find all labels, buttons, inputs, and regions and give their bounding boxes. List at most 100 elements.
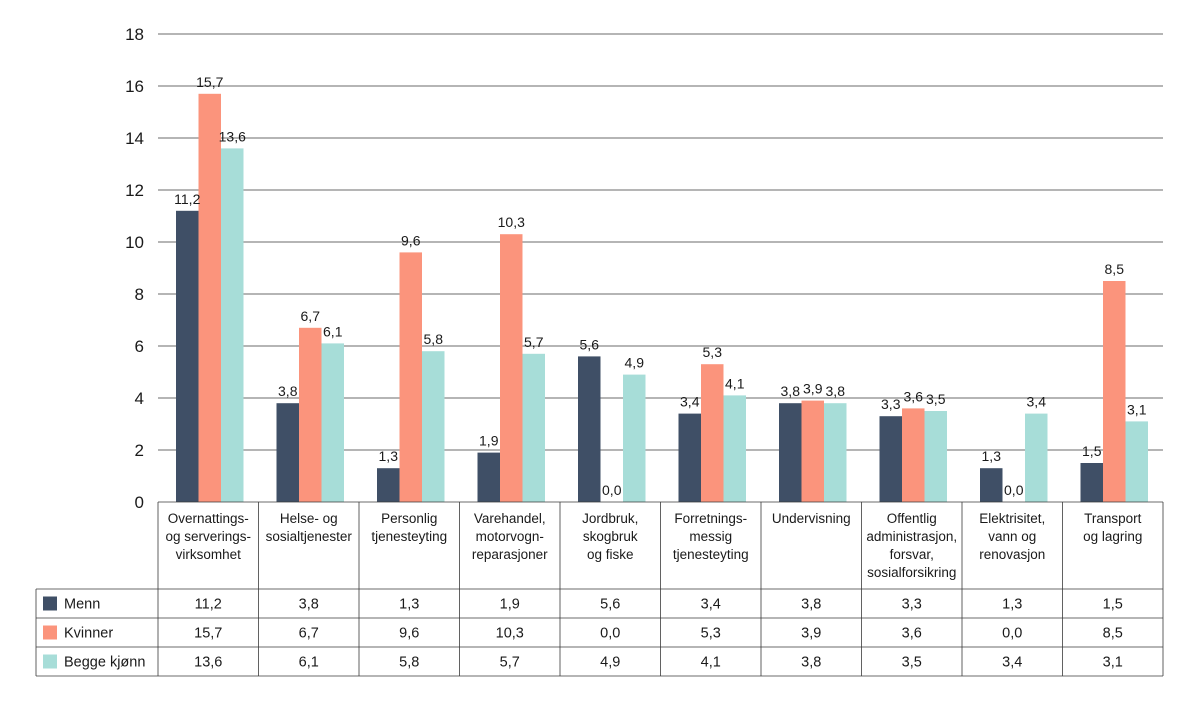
y-tick-label: 14 xyxy=(125,129,144,148)
data-label-kvinner: 10,3 xyxy=(498,214,525,230)
table-cell-menn: 3,4 xyxy=(701,597,721,613)
data-label-menn: 3,4 xyxy=(680,394,700,410)
data-label-kvinner: 0,0 xyxy=(602,482,622,498)
bar-begge-kj-nn xyxy=(824,403,847,502)
table-cell-begge-kj-nn: 5,8 xyxy=(399,655,419,671)
legend-label-menn: Menn xyxy=(64,597,100,613)
y-tick-label: 12 xyxy=(125,181,144,200)
legend-swatch-kvinner xyxy=(43,625,57,640)
table-cell-kvinner: 0,0 xyxy=(1002,626,1022,642)
legend-label-begge-kj-nn: Begge kjønn xyxy=(64,655,145,671)
data-label-kvinner: 8,5 xyxy=(1105,261,1125,277)
bar-kvinner xyxy=(399,252,422,502)
table-cell-kvinner: 15,7 xyxy=(194,626,222,642)
bar-kvinner xyxy=(801,400,824,502)
category-label-line: Helse- og xyxy=(280,511,338,526)
category-label-line: reparasjoner xyxy=(472,547,548,562)
bar-begge-kj-nn xyxy=(723,395,746,502)
data-label-begge-kj-nn: 4,9 xyxy=(625,355,645,371)
category-label-line: og lagring xyxy=(1083,529,1142,544)
table-cell-begge-kj-nn: 13,6 xyxy=(194,655,222,671)
bar-begge-kj-nn xyxy=(221,148,244,502)
table-cell-begge-kj-nn: 4,1 xyxy=(701,655,721,671)
bar-begge-kj-nn xyxy=(321,343,344,502)
data-label-kvinner: 0,0 xyxy=(1004,482,1024,498)
data-label-kvinner: 15,7 xyxy=(196,74,223,90)
table-cell-kvinner: 6,7 xyxy=(299,626,319,642)
bar-menn xyxy=(779,403,802,502)
data-label-kvinner: 9,6 xyxy=(401,232,421,248)
bar-kvinner xyxy=(198,93,221,503)
category-label: Offentlig administrasjon, forsvar, sosialfo… xyxy=(866,511,957,580)
y-tick-label: 2 xyxy=(135,441,144,460)
bar-begge-kj-nn xyxy=(1025,413,1048,502)
category-label: Forretnings-messig tjenesteyting xyxy=(673,511,749,562)
category-label: Jordbruk, skogbruk og fiske xyxy=(582,511,638,562)
category-label: Helse- og sosialtjenester xyxy=(266,511,353,544)
legend-label-kvinner: Kvinner xyxy=(64,626,113,642)
data-labels: 11,2 3,8 1,3 1,9 5,6 3,4 3,8 3,3 1,3 1,5 15,7 6,7 9,… xyxy=(174,74,1147,498)
bar-kvinner xyxy=(701,364,724,502)
category-label-line: Jordbruk, xyxy=(582,511,638,526)
bar-menn xyxy=(879,416,902,502)
bar-kvinner xyxy=(299,327,322,502)
category-label-line: forsvar, xyxy=(890,547,934,562)
table-cell-kvinner: 0,0 xyxy=(600,626,620,642)
bar-menn xyxy=(980,468,1003,502)
category-label-line: Forretnings- xyxy=(674,511,747,526)
category-label-line: Overnattings- xyxy=(168,511,249,526)
table-cell-begge-kj-nn: 3,8 xyxy=(801,655,821,671)
bars xyxy=(176,93,1148,503)
bar-kvinner xyxy=(500,234,523,502)
category-label-line: vann og xyxy=(988,529,1036,544)
y-axis-ticks: 0 2 4 6 8 10 12 14 16 18 xyxy=(125,25,144,512)
y-tick-label: 8 xyxy=(135,285,144,304)
bar-menn xyxy=(678,413,701,502)
table-cell-begge-kj-nn: 3,4 xyxy=(1002,655,1022,671)
category-label: Transport og lagring xyxy=(1083,511,1142,544)
data-label-begge-kj-nn: 6,1 xyxy=(323,323,343,339)
data-label-kvinner: 3,9 xyxy=(803,381,823,397)
data-label-begge-kj-nn: 3,8 xyxy=(826,383,846,399)
category-label: Undervisning xyxy=(772,511,851,526)
category-label: Overnattings-og serverings-virksomhet xyxy=(165,511,251,562)
bar-menn xyxy=(176,210,199,503)
data-label-menn: 3,3 xyxy=(881,396,901,412)
category-label-line: tjenesteyting xyxy=(673,547,749,562)
bar-menn xyxy=(578,356,601,502)
data-label-kvinner: 3,6 xyxy=(904,388,924,404)
y-tick-label: 18 xyxy=(125,25,144,44)
bar-begge-kj-nn xyxy=(924,411,947,502)
y-tick-label: 0 xyxy=(135,493,144,512)
data-label-begge-kj-nn: 3,4 xyxy=(1027,394,1047,410)
category-label-line: tjenesteyting xyxy=(371,529,447,544)
table-cell-begge-kj-nn: 5,7 xyxy=(500,655,520,671)
table-cell-begge-kj-nn: 4,9 xyxy=(600,655,620,671)
y-tick-label: 6 xyxy=(135,337,144,356)
table-cell-menn: 3,8 xyxy=(299,597,319,613)
data-label-menn: 1,3 xyxy=(379,448,399,464)
category-label-line: motorvogn- xyxy=(476,529,544,544)
table-cell-kvinner: 3,6 xyxy=(902,626,922,642)
data-label-kvinner: 5,3 xyxy=(703,344,723,360)
data-label-menn: 3,8 xyxy=(278,383,298,399)
data-label-begge-kj-nn: 13,6 xyxy=(219,128,246,144)
bar-begge-kj-nn xyxy=(1125,421,1148,502)
data-label-begge-kj-nn: 3,5 xyxy=(926,391,946,407)
bar-begge-kj-nn xyxy=(623,374,646,502)
data-label-kvinner: 6,7 xyxy=(301,308,321,324)
table-cell-menn: 11,2 xyxy=(195,597,222,613)
bar-kvinner xyxy=(902,408,925,502)
y-tick-label: 10 xyxy=(125,233,144,252)
data-label-menn: 11,2 xyxy=(174,191,200,207)
category-label-line: og serverings- xyxy=(165,529,251,544)
legend-swatch-begge-kj-nn xyxy=(43,654,57,669)
category-label-line: Undervisning xyxy=(772,511,851,526)
data-label-menn: 1,5 xyxy=(1082,443,1102,459)
bar-kvinner xyxy=(1103,281,1126,502)
data-label-begge-kj-nn: 5,7 xyxy=(524,334,544,350)
table-cell-menn: 1,9 xyxy=(500,597,520,613)
data-table: Overnattings-og serverings-virksomhet Hel… xyxy=(35,501,1164,677)
bar-menn xyxy=(477,452,500,502)
